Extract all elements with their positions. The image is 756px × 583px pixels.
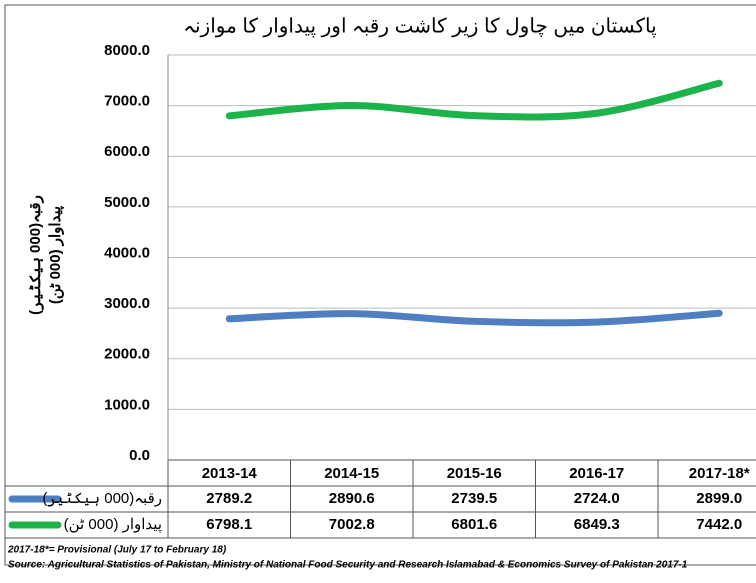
y-tick-label: 0.0 — [129, 447, 150, 464]
y-tick-label: 5000.0 — [104, 194, 150, 211]
table-value: 6801.6 — [451, 516, 497, 533]
table-value: 6798.1 — [206, 516, 252, 533]
x-tick-label: 2017-18* — [689, 465, 750, 482]
x-tick-label: 2016-17 — [569, 465, 624, 482]
table-value: 2789.2 — [206, 490, 252, 507]
table-value: 2724.0 — [574, 490, 620, 507]
y-tick-label: 4000.0 — [104, 244, 150, 261]
x-tick-label: 2014-15 — [324, 465, 379, 482]
footnote: 2017-18*= Provisional (July 17 to Februa… — [7, 545, 227, 556]
chart-title: پاکستان میں چاول کا زیر کاشت رقبہ اور پی… — [183, 15, 656, 37]
footnote: Source: Agricultural Statistics of Pakis… — [8, 560, 688, 571]
x-tick-label: 2013-14 — [202, 465, 258, 482]
y-tick-label: 1000.0 — [104, 396, 150, 413]
table-value: 6849.3 — [574, 516, 620, 533]
table-value: 7442.0 — [696, 516, 742, 533]
y-tick-label: 6000.0 — [104, 143, 150, 160]
legend-label: رقبہ(000 ہیکٹیر) — [42, 490, 162, 507]
y-tick-label: 8000.0 — [104, 42, 150, 59]
y-tick-label: 2000.0 — [104, 346, 150, 363]
x-tick-label: 2015-16 — [447, 465, 502, 482]
y-axis-label: رقبہ(000 ہیکٹیر) — [27, 195, 44, 315]
table-value: 2890.6 — [329, 490, 375, 507]
series-line — [225, 309, 723, 327]
y-tick-label: 3000.0 — [104, 295, 150, 312]
y-tick-label: 7000.0 — [104, 93, 150, 110]
y-axis-label: پیداوار (000 ٹن) — [47, 206, 65, 304]
table-value: 2899.0 — [696, 490, 742, 507]
table-value: 2739.5 — [451, 490, 497, 507]
table-value: 7002.8 — [329, 516, 375, 533]
legend-label: پیداوار (000 ٹن) — [64, 516, 162, 533]
series-line — [225, 79, 723, 121]
chart-frame — [4, 4, 756, 566]
